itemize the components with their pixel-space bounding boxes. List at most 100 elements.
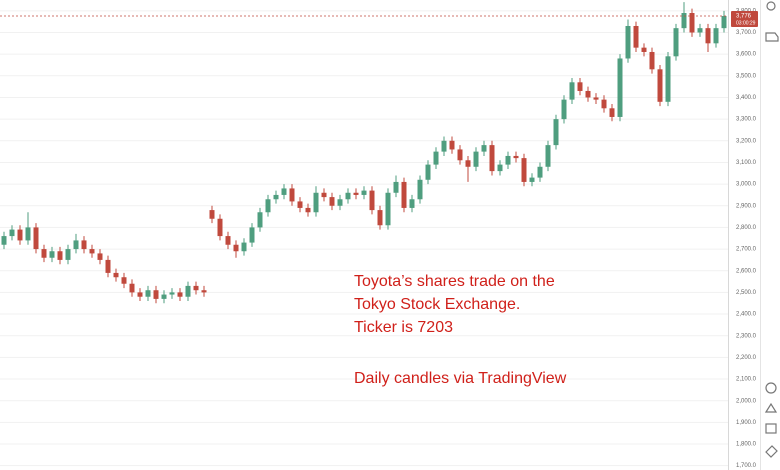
candle-body: [601, 99, 607, 109]
candle-body: [393, 181, 399, 193]
candle-body: [289, 188, 295, 202]
candle-body: [193, 285, 199, 291]
y-tick-label: 1,900.0: [736, 420, 757, 426]
candle-body: [657, 69, 663, 102]
candle-body: [721, 16, 727, 29]
candle-body: [585, 90, 591, 98]
annotation: Ticker is 7203: [354, 319, 453, 336]
candle-body: [273, 194, 279, 200]
annotations: Toyota’s shares trade on the Tokyo Stock …: [354, 273, 567, 387]
candle-body: [681, 12, 687, 29]
candle-body: [329, 197, 335, 206]
candle-body: [113, 272, 119, 278]
candle-body: [153, 290, 159, 299]
candle-body: [353, 192, 359, 195]
candle-body: [449, 140, 455, 150]
toolbar-icon[interactable]: [765, 382, 777, 394]
candle-body: [137, 292, 143, 297]
candle-body: [529, 177, 535, 182]
candle-body: [49, 251, 55, 258]
y-tick-label: 3,000.0: [736, 182, 757, 188]
candles: [0, 2, 728, 304]
candle-body: [249, 227, 255, 243]
y-tick-label: 2,300.0: [736, 333, 757, 339]
candle-body: [145, 290, 151, 297]
last-price-box: [731, 11, 758, 28]
y-tick-label: 1,700.0: [736, 463, 757, 469]
y-tick-label: 2,200.0: [736, 355, 757, 361]
candle-body: [521, 158, 527, 182]
candle-body: [129, 283, 135, 293]
candle-body: [33, 227, 39, 250]
y-tick-label: 2,800.0: [736, 225, 757, 231]
y-tick-label: 3,400.0: [736, 95, 757, 101]
candle-body: [401, 181, 407, 208]
candle-body: [673, 28, 679, 57]
y-tick-label: 3,700.0: [736, 30, 757, 36]
candle-body: [577, 82, 583, 91]
candle-body: [457, 149, 463, 161]
candle-body: [417, 179, 423, 200]
annotation: Toyota’s shares trade on the: [354, 273, 555, 290]
toolbar-icon[interactable]: [765, 445, 778, 458]
candle-body: [73, 240, 79, 250]
candle-body: [489, 145, 495, 172]
candle-body: [313, 192, 319, 213]
candle-body: [689, 12, 695, 33]
y-axis: 1,700.0 1,800.0 1,900.0 2,000.0 2,100.0 2,200…: [731, 8, 758, 469]
candle-body: [337, 199, 343, 206]
candle-body: [481, 145, 487, 152]
annotation: Tokyo Stock Exchange.: [354, 296, 520, 313]
candle-body: [641, 47, 647, 52]
candle-body: [41, 249, 47, 258]
candle-body: [177, 292, 183, 297]
candle-body: [121, 277, 127, 284]
candle-body: [225, 236, 231, 245]
y-tick-label: 3,200.0: [736, 138, 757, 144]
candle-body: [257, 212, 263, 228]
candle-body: [81, 240, 87, 250]
candle-body: [201, 290, 207, 293]
toolbar-icon[interactable]: [766, 1, 776, 11]
toolbar-icon[interactable]: [765, 32, 779, 42]
candle-body: [433, 151, 439, 165]
candle-body: [233, 244, 239, 252]
candle-body: [705, 28, 711, 44]
y-tick-label: 2,500.0: [736, 290, 757, 296]
toolbar-icon[interactable]: [764, 402, 778, 413]
candle-body: [609, 108, 615, 117]
candle-body: [281, 188, 287, 195]
candle-body: [25, 227, 31, 241]
grid: [0, 10, 728, 467]
y-tick-label: 3,100.0: [736, 160, 757, 166]
candle-body: [497, 164, 503, 172]
candle-body: [569, 82, 575, 100]
candle-body: [633, 25, 639, 48]
y-tick-label: 2,400.0: [736, 312, 757, 318]
y-tick-label: 3,500.0: [736, 73, 757, 79]
last-price-label: 3,776: [736, 14, 752, 20]
candle-body: [625, 25, 631, 59]
candle-body: [321, 192, 327, 198]
candle-body: [465, 160, 471, 167]
candle-body: [473, 151, 479, 167]
annotation: Daily candles via TradingView: [354, 370, 567, 387]
candle-body: [561, 99, 567, 120]
candle-body: [409, 199, 415, 208]
candle-body: [57, 251, 63, 260]
candle-body: [97, 253, 103, 260]
candle-body: [505, 155, 511, 165]
candle-body: [697, 28, 703, 33]
candle-body: [361, 190, 367, 195]
candle-body: [9, 229, 15, 237]
candle-body: [593, 97, 599, 100]
candle-body: [713, 28, 719, 44]
y-tick-label: 2,000.0: [736, 398, 757, 404]
candle-body: [1, 236, 7, 245]
toolbar-icon[interactable]: [765, 423, 777, 434]
candle-body: [441, 140, 447, 152]
y-tick-label: 1,800.0: [736, 442, 757, 448]
y-tick-label: 2,900.0: [736, 203, 757, 209]
